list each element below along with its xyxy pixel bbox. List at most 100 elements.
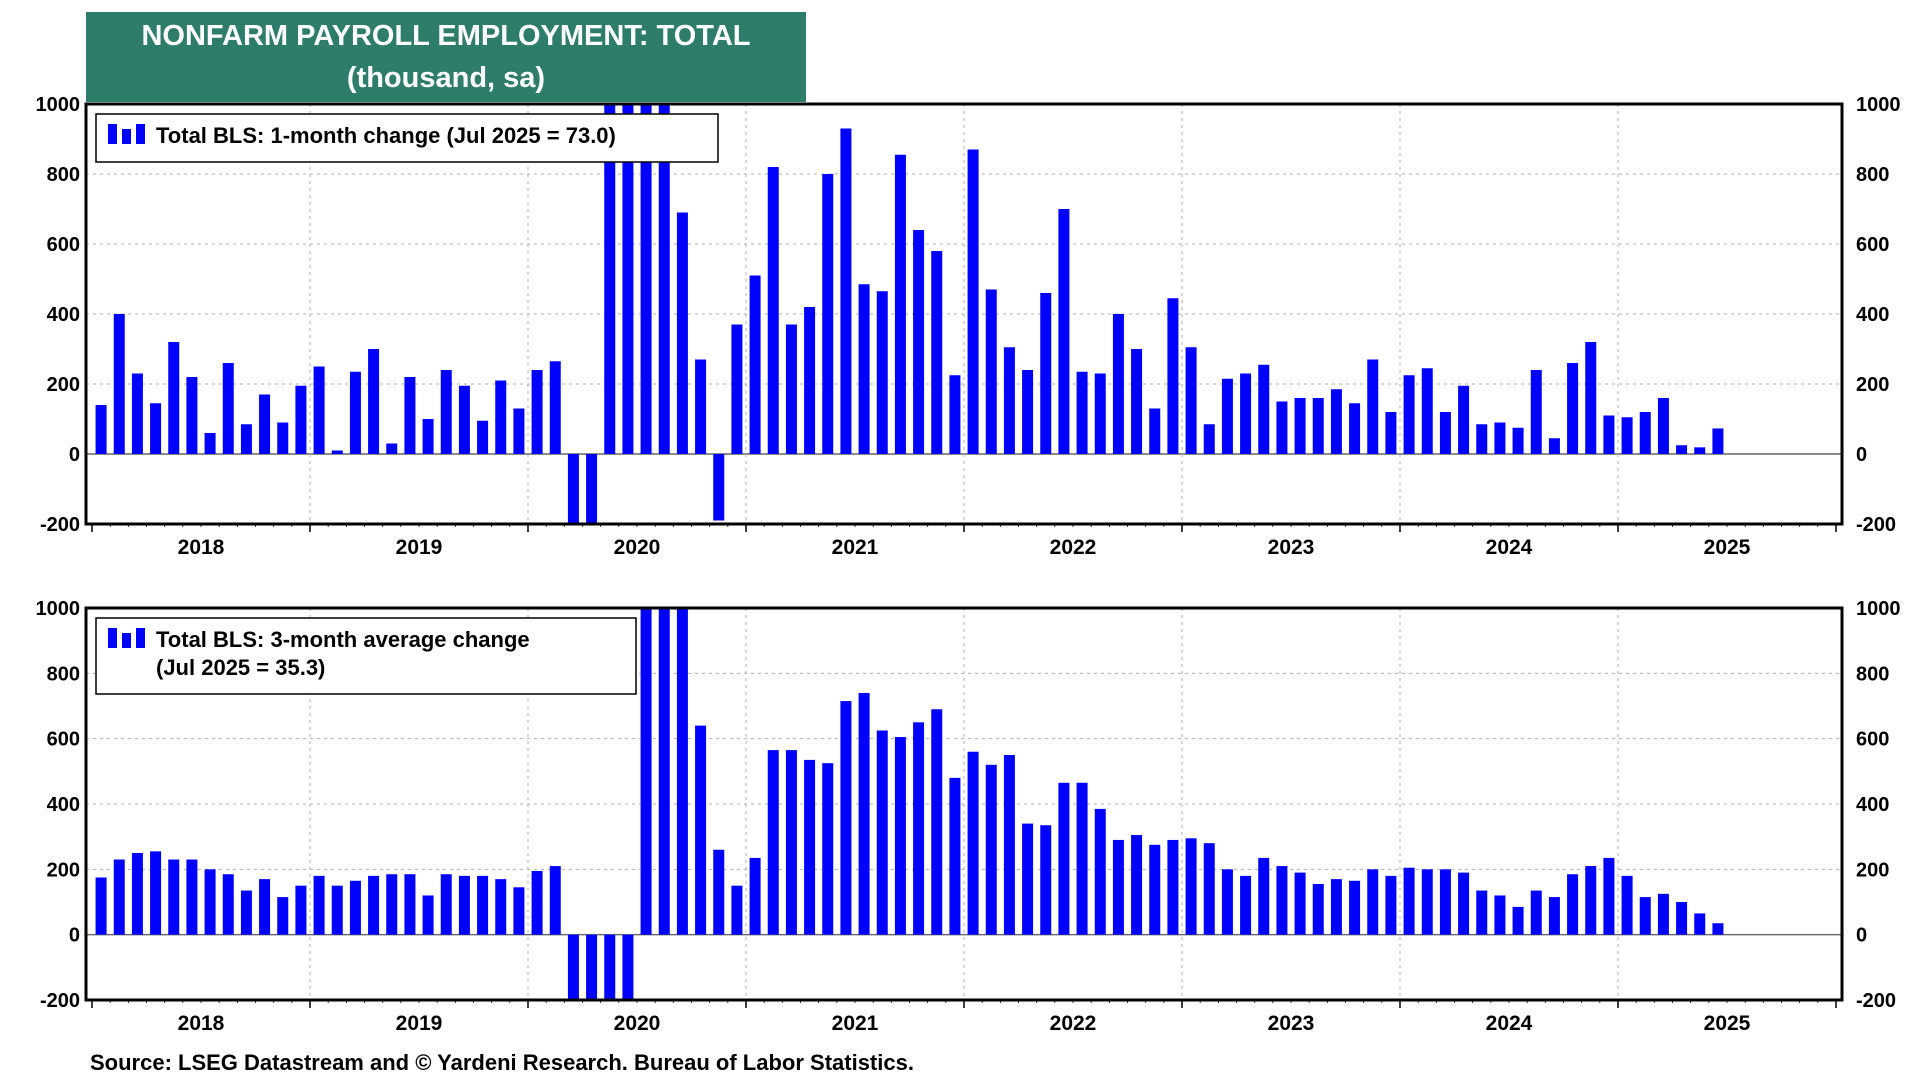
legend-label: Total BLS: 1-month change (Jul 2025 = 73… bbox=[156, 123, 616, 148]
bar bbox=[695, 359, 707, 454]
bar bbox=[168, 342, 180, 454]
bar bbox=[240, 424, 252, 454]
legend-bar-symbol bbox=[108, 124, 145, 144]
x-tick-label: 2024 bbox=[1486, 536, 1533, 559]
bar bbox=[1058, 782, 1070, 935]
bar bbox=[204, 433, 216, 454]
y-tick-label-left: 1000 bbox=[36, 94, 81, 116]
legend-bar-symbol bbox=[108, 628, 145, 648]
y-tick-label-right: 0 bbox=[1856, 444, 1867, 466]
y-tick-label-right: 800 bbox=[1856, 164, 1889, 186]
bar bbox=[985, 289, 997, 454]
bar bbox=[1603, 857, 1615, 935]
x-tick-label: 2021 bbox=[832, 1012, 879, 1035]
y-tick-label-left: -200 bbox=[40, 514, 80, 536]
bar bbox=[658, 104, 670, 454]
x-tick-label: 2023 bbox=[1268, 536, 1315, 559]
bar bbox=[1639, 897, 1651, 935]
bar bbox=[95, 877, 107, 935]
bar bbox=[131, 373, 143, 454]
y-tick-label-left: 600 bbox=[47, 729, 80, 751]
bar bbox=[1258, 364, 1270, 454]
y-tick-label-right: -200 bbox=[1856, 990, 1896, 1012]
legend-swatch-bar bbox=[108, 628, 117, 648]
bar bbox=[495, 380, 507, 454]
source-note: Source: LSEG Datastream and © Yardeni Re… bbox=[90, 1050, 914, 1075]
bar bbox=[1694, 913, 1706, 935]
bar bbox=[1421, 869, 1433, 935]
bar bbox=[1530, 370, 1542, 454]
x-tick-label: 2022 bbox=[1050, 536, 1097, 559]
bar bbox=[1676, 902, 1688, 935]
bar bbox=[913, 722, 925, 935]
bar bbox=[967, 149, 979, 454]
legend-box bbox=[95, 113, 719, 163]
bar bbox=[368, 349, 380, 454]
bar bbox=[1349, 403, 1361, 454]
bar bbox=[1094, 373, 1106, 454]
bar bbox=[131, 853, 143, 935]
bar bbox=[1022, 370, 1034, 454]
bar bbox=[404, 874, 416, 935]
bar bbox=[731, 324, 743, 454]
bar bbox=[640, 608, 652, 935]
bar bbox=[1712, 923, 1724, 935]
bar bbox=[967, 751, 979, 935]
bar bbox=[531, 370, 543, 454]
bar bbox=[804, 307, 816, 454]
bar bbox=[1567, 363, 1579, 454]
bar bbox=[277, 897, 289, 935]
bar bbox=[440, 874, 452, 935]
bar bbox=[1403, 867, 1415, 935]
bar bbox=[1603, 415, 1615, 454]
bar bbox=[931, 709, 943, 935]
bar bbox=[113, 859, 125, 935]
bar bbox=[1131, 835, 1143, 935]
bar bbox=[1676, 445, 1688, 454]
bar bbox=[1494, 422, 1506, 454]
legend-swatch-bar bbox=[108, 124, 117, 144]
bar bbox=[1385, 875, 1397, 935]
bar bbox=[386, 443, 398, 454]
bar bbox=[1585, 866, 1597, 935]
bar bbox=[894, 737, 906, 935]
bar bbox=[1494, 895, 1506, 935]
bar bbox=[1149, 408, 1161, 454]
bar bbox=[804, 759, 816, 935]
bar-series bbox=[95, 104, 1724, 524]
bar bbox=[331, 885, 343, 935]
y-tick-label-left: 400 bbox=[47, 304, 80, 326]
y-tick-label-left: 1000 bbox=[36, 598, 81, 620]
x-tick-label: 2025 bbox=[1704, 536, 1751, 559]
bar bbox=[1476, 890, 1488, 935]
x-tick-label: 2018 bbox=[178, 1012, 225, 1035]
panel-1-month-change: 1000 1000 800 800 600 600 400 400 200 200 0 0 -200 -2… bbox=[36, 94, 1901, 559]
bar bbox=[640, 104, 652, 454]
bar bbox=[277, 422, 289, 454]
plot-frame bbox=[84, 606, 1844, 1002]
bar bbox=[1657, 398, 1669, 454]
bar bbox=[186, 377, 198, 454]
legend-box bbox=[95, 617, 637, 695]
bar bbox=[1094, 808, 1106, 935]
bar bbox=[259, 394, 271, 454]
bar bbox=[295, 885, 307, 935]
bar bbox=[604, 934, 616, 1000]
bar bbox=[1040, 293, 1052, 454]
bar bbox=[1439, 869, 1451, 935]
bar bbox=[1530, 890, 1542, 935]
bar bbox=[1712, 428, 1724, 454]
bar bbox=[622, 104, 634, 454]
bar bbox=[513, 408, 525, 454]
bar bbox=[168, 859, 180, 935]
chart-title-line1: NONFARM PAYROLL EMPLOYMENT: TOTAL bbox=[141, 20, 751, 52]
bar bbox=[1131, 349, 1143, 454]
y-tick-label-left: -200 bbox=[40, 990, 80, 1012]
y-tick-label-right: 1000 bbox=[1856, 94, 1901, 116]
bar bbox=[1312, 884, 1324, 935]
bar bbox=[1385, 412, 1397, 454]
legend-swatch-bar bbox=[122, 633, 131, 648]
bar bbox=[1003, 347, 1015, 454]
y-tick-label-left: 400 bbox=[47, 794, 80, 816]
